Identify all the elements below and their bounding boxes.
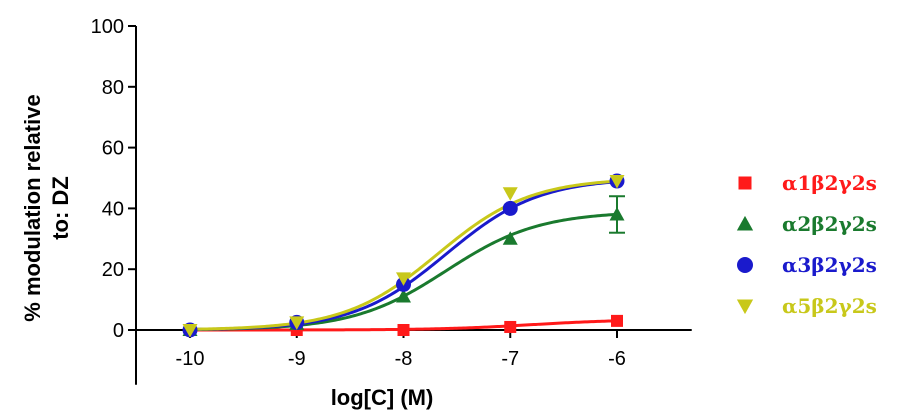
- x-axis-title: log[C] (M): [331, 385, 434, 410]
- data-point: [396, 289, 411, 303]
- y-axis-title-line2: to: DZ: [48, 176, 73, 240]
- fit-curve: [189, 212, 618, 332]
- data-point: [611, 314, 623, 327]
- legend-label: α2β2γ2s: [782, 212, 877, 236]
- data-point: [289, 316, 305, 330]
- fit-curve: [189, 180, 618, 331]
- data-point: [502, 231, 518, 245]
- y-axis-title-line1: % modulation relative: [20, 94, 45, 321]
- legend: α1β2γ2s α2β2γ2s α3β2γ2s α5β2γ2s: [736, 171, 877, 318]
- data-point: [504, 320, 517, 333]
- fit-curves: [189, 179, 618, 332]
- legend-label: α5β2γ2s: [782, 294, 877, 318]
- data-point: [502, 187, 518, 201]
- x-tick-label: -6: [608, 348, 626, 370]
- data-point: [609, 175, 625, 189]
- legend-label: α3β2γ2s: [782, 253, 877, 277]
- x-tick-label: -10: [176, 348, 205, 370]
- y-tick-label: 0: [113, 320, 124, 342]
- y-tick-label: 20: [102, 259, 124, 281]
- x-tick-label: -9: [288, 348, 306, 370]
- y-tick-label: 60: [102, 138, 124, 160]
- fit-curve: [189, 179, 618, 331]
- data-point: [737, 257, 753, 273]
- y-tick-label: 40: [102, 198, 124, 220]
- legend-label: α1β2γ2s: [782, 171, 877, 195]
- y-tick-label: 80: [102, 77, 124, 99]
- x-tick-label: -8: [395, 348, 413, 370]
- data-point: [736, 299, 754, 315]
- data-point: [736, 215, 754, 231]
- data-point: [609, 206, 625, 221]
- data-point: [502, 200, 518, 216]
- data-point: [182, 324, 198, 338]
- x-tick-label: -7: [501, 348, 519, 370]
- data-points: [182, 173, 625, 338]
- y-tick-label: 100: [91, 16, 124, 38]
- axes: 0 20 40 60 80 100 -10 -9 -8 -7 -6: [91, 16, 692, 385]
- data-point: [738, 176, 752, 190]
- data-point: [397, 324, 410, 336]
- data-point: [396, 272, 411, 286]
